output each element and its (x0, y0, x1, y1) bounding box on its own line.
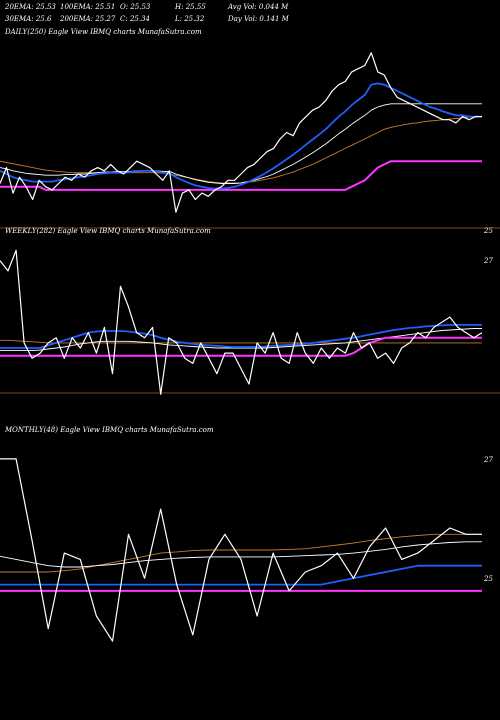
stat-day-vol: Day Vol: 0.141 M (227, 15, 290, 23)
monthly-ema-fast-line (0, 564, 482, 586)
weekly-panel-label: WEEKLY(282) Eagle View IBMQ charts Munaf… (5, 227, 211, 235)
stat-high: H: 25.55 (174, 3, 206, 11)
header-stats: 20EMA: 25.53 100EMA: 25.51 O: 25.53 H: 2… (4, 3, 290, 23)
stat-avg-vol: Avg Vol: 0.044 M (227, 3, 289, 11)
monthly-price-line (0, 458, 482, 642)
monthly-ema-long-line (0, 533, 482, 573)
monthly-ema-slow-line (0, 541, 482, 568)
stat-ema100: 100EMA: 25.51 (60, 3, 115, 11)
weekly-ema-long-line (0, 339, 482, 344)
monthly-panel (0, 458, 482, 642)
weekly-right-label-bottom: 27 (483, 257, 493, 265)
weekly-right-label-top: 25 (483, 227, 493, 235)
weekly-panel (0, 249, 500, 395)
weekly-ema-fast-line (0, 324, 482, 349)
stat-ema20: 20EMA: 25.53 (4, 3, 56, 11)
monthly-right-label-top: 27 (483, 456, 493, 464)
stat-low: L: 25.32 (174, 15, 205, 23)
daily-price-line (0, 52, 482, 213)
daily-ema-fast-line (0, 82, 482, 190)
daily-panel (0, 52, 500, 229)
stat-close: C: 25.34 (120, 15, 150, 23)
weekly-support-line (0, 336, 482, 357)
weekly-ema-slow-line (0, 328, 482, 352)
daily-panel-label: DAILY(250) Eagle View IBMQ charts Munafa… (4, 28, 202, 36)
daily-support-line (0, 160, 482, 191)
stat-ema30: 30EMA: 25.6 (5, 15, 52, 23)
stat-ema200: 200EMA: 25.27 (59, 15, 116, 23)
daily-ema-slow-line (0, 103, 482, 184)
monthly-right-label-bottom: 25 (483, 575, 493, 583)
monthly-panel-label: MONTHLY(48) Eagle View IBMQ charts Munaf… (4, 426, 214, 434)
weekly-price-line (0, 249, 483, 395)
stat-open: O: 25.53 (120, 3, 151, 11)
